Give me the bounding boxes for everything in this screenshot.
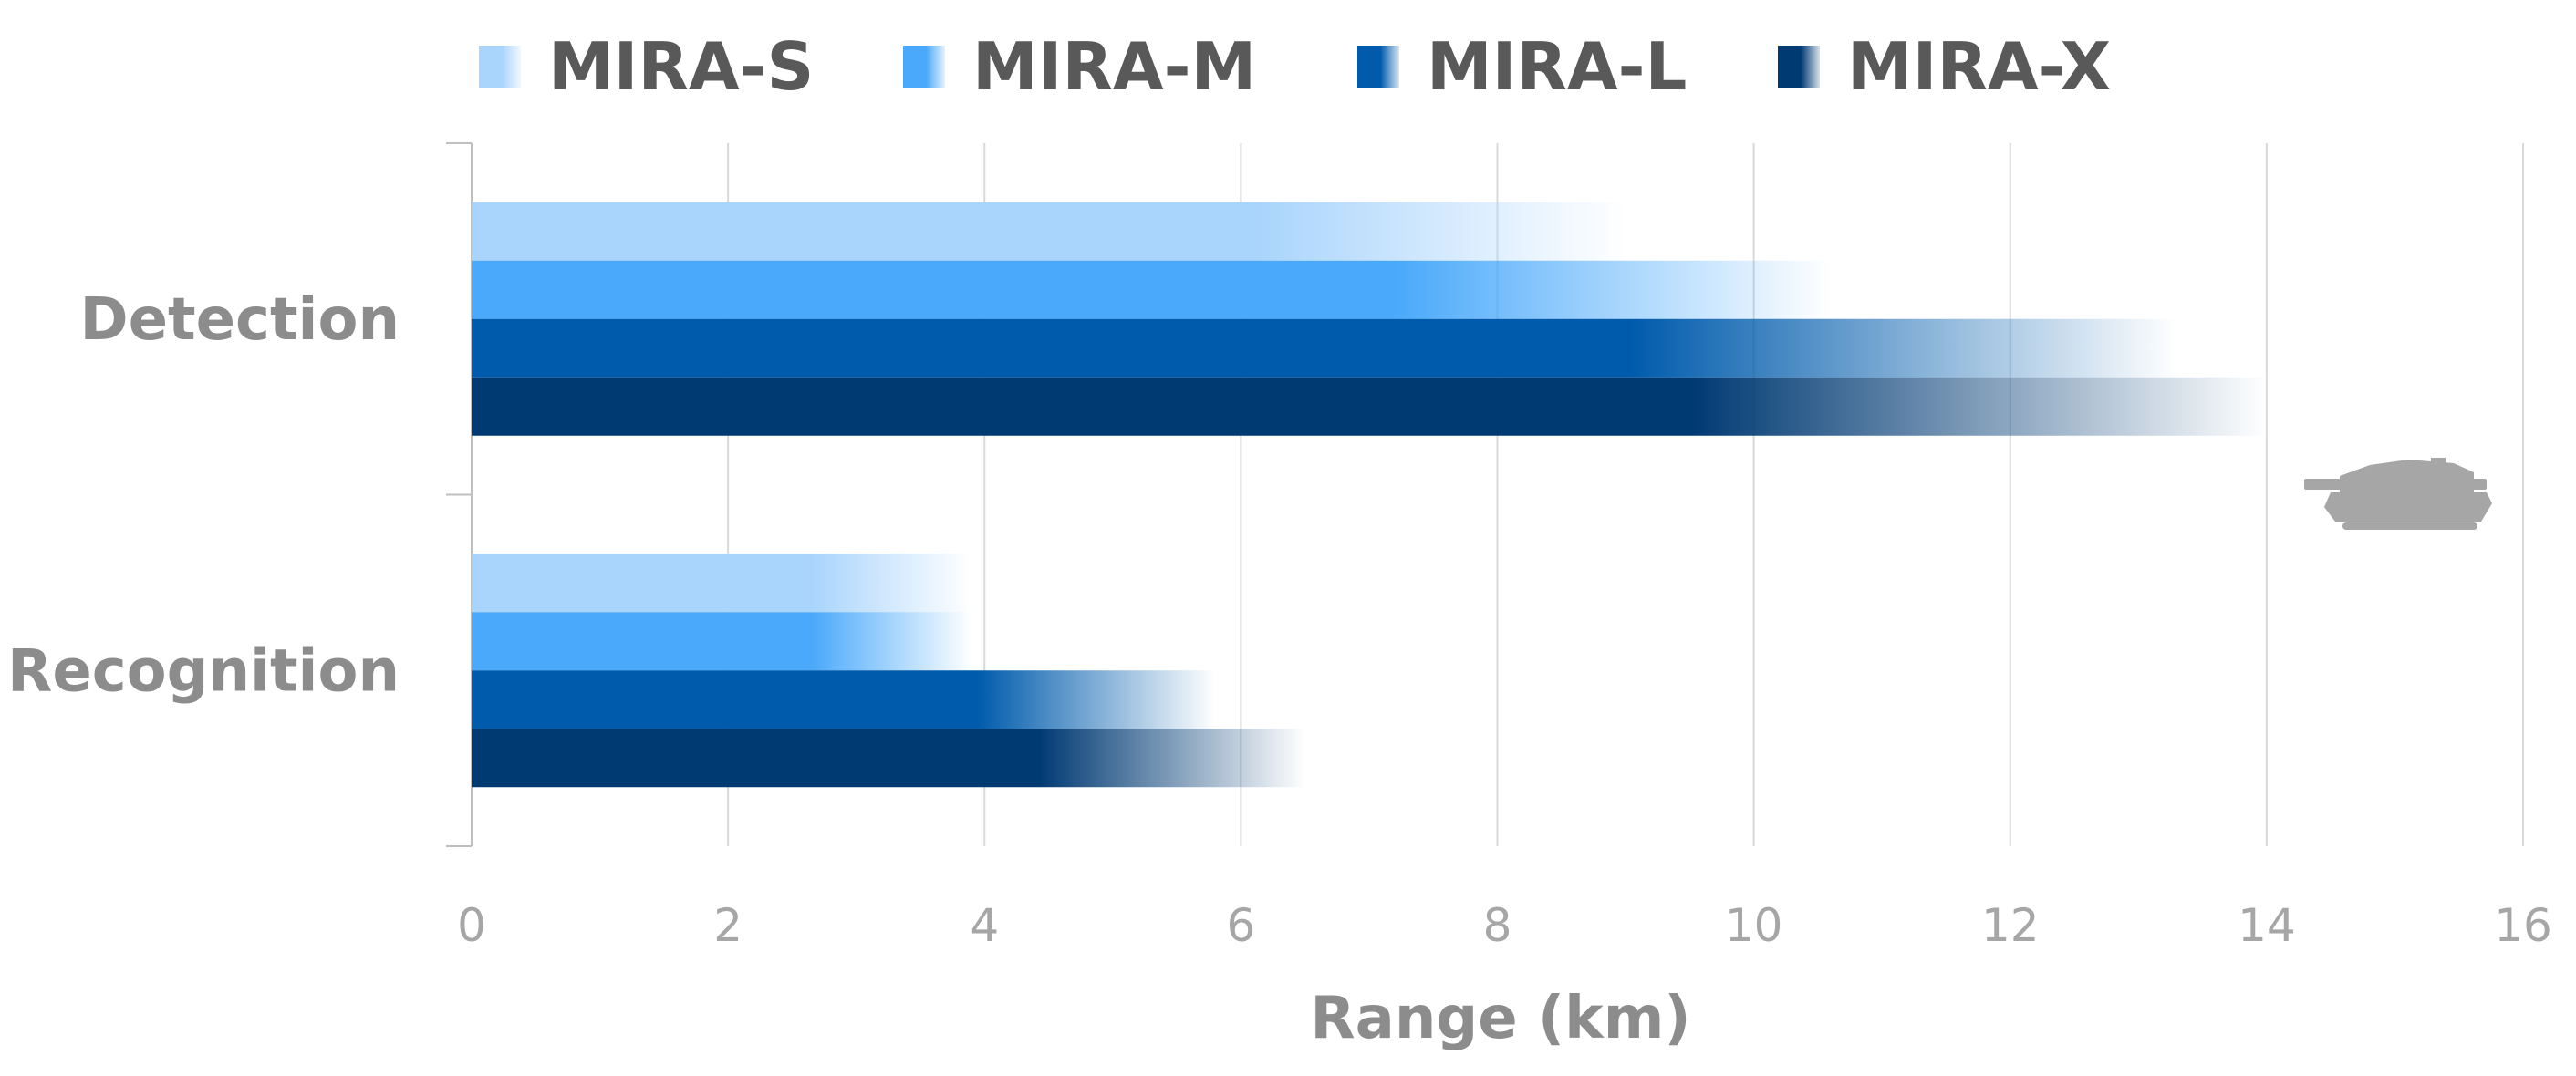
legend: MIRA-S MIRA-M MIRA-L MIRA-X	[479, 28, 2111, 105]
legend-swatch	[903, 46, 945, 88]
tank-silhouette-icon	[2304, 458, 2492, 530]
bar-detection-mira-x	[472, 377, 2267, 436]
x-tick-label: 16	[2494, 899, 2552, 952]
category-label: Detection	[79, 286, 400, 354]
bar-detection-mira-s	[472, 202, 1626, 261]
x-tick-label: 6	[1226, 899, 1255, 952]
bar-recognition-mira-x	[472, 729, 1305, 788]
x-tick-label: 12	[1981, 899, 2040, 952]
bar-recognition-mira-l	[472, 670, 1216, 729]
bar-detection-mira-m	[472, 260, 1831, 319]
x-tick-label: 14	[2238, 899, 2296, 952]
legend-swatch	[1778, 46, 1820, 88]
x-axis-ticks: 0 2 4 6 8 10 12 14 16	[457, 899, 2552, 952]
legend-label: MIRA-M	[972, 28, 1256, 105]
legend-label: MIRA-S	[548, 28, 814, 105]
legend-swatch	[1357, 46, 1399, 88]
category-axis	[446, 142, 473, 847]
bar-recognition-mira-m	[472, 612, 972, 671]
bar-recognition-mira-s	[472, 554, 972, 613]
category-labels: Detection Recognition	[7, 286, 400, 706]
legend-label: MIRA-X	[1847, 28, 2111, 105]
bar-detection-mira-l	[472, 318, 2177, 378]
x-tick-label: 0	[457, 899, 486, 952]
bars	[472, 202, 2267, 788]
x-tick-label: 8	[1483, 899, 1512, 952]
category-label: Recognition	[7, 637, 400, 705]
x-tick-label: 10	[1725, 899, 1783, 952]
x-tick-label: 2	[713, 899, 743, 952]
legend-swatch	[479, 46, 521, 88]
legend-label: MIRA-L	[1427, 28, 1687, 105]
x-tick-label: 4	[970, 899, 999, 952]
x-axis-title: Range (km)	[1310, 985, 1690, 1052]
